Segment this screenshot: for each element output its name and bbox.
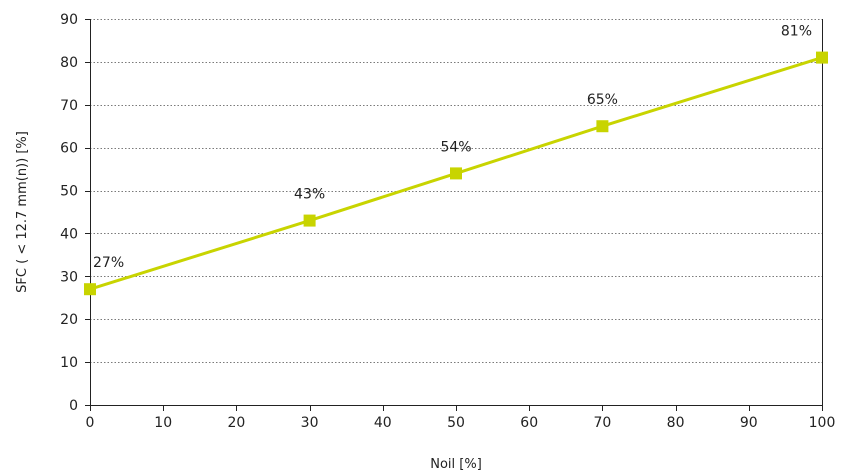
x-tick-label-100: 100 <box>809 415 836 431</box>
data-point-marker <box>303 214 316 227</box>
data-label: 65% <box>587 92 618 108</box>
y-tick-label-90: 90 <box>60 12 78 28</box>
x-tick-label-20: 20 <box>227 415 245 431</box>
y-tick-label-0: 0 <box>69 398 78 414</box>
y-axis-title: SFC ( < 12.7 mm(n)) [%] <box>15 131 30 293</box>
data-point-marker <box>84 283 96 296</box>
data-point-marker <box>816 51 828 64</box>
data-labels: 27% 43% 54% 65% 81% <box>93 24 812 272</box>
data-point-marker <box>450 167 462 180</box>
x-tick-label-80: 80 <box>667 415 685 431</box>
y-tick-label-70: 70 <box>60 98 78 114</box>
data-label: 81% <box>781 24 812 40</box>
x-tick-label-10: 10 <box>154 415 172 431</box>
series <box>84 51 828 296</box>
x-tick-label-0: 0 <box>86 415 95 431</box>
data-label: 43% <box>294 187 325 203</box>
x-tick-label-50: 50 <box>447 415 465 431</box>
x-tick-label-90: 90 <box>740 415 758 431</box>
data-point-marker <box>596 120 609 133</box>
data-label: 54% <box>440 139 471 155</box>
y-tick-label-60: 60 <box>60 141 78 157</box>
grid <box>90 19 822 363</box>
x-tick-label-40: 40 <box>374 415 392 431</box>
y-tick-label-10: 10 <box>60 355 78 371</box>
tick-labels: 0 10 20 30 40 50 60 70 80 90 0 10 20 30 40 50 60 70 80 90 10… <box>60 12 835 431</box>
y-tick-label-50: 50 <box>60 184 78 200</box>
x-tick-label-60: 60 <box>520 415 538 431</box>
x-tick-label-70: 70 <box>593 415 611 431</box>
axes <box>85 19 823 411</box>
y-tick-label-40: 40 <box>60 226 78 242</box>
y-tick-label-80: 80 <box>60 55 78 71</box>
x-axis-title: Noil [%] <box>430 457 482 472</box>
y-tick-label-30: 30 <box>60 269 78 285</box>
x-tick-label-30: 30 <box>301 415 319 431</box>
y-tick-label-20: 20 <box>60 312 78 328</box>
data-label: 27% <box>93 255 124 271</box>
